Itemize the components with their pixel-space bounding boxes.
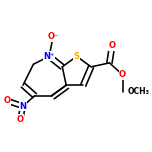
Text: O: O [17, 115, 24, 124]
Text: O⁻: O⁻ [47, 32, 59, 41]
Text: OCH₃: OCH₃ [128, 87, 150, 96]
Text: O: O [109, 41, 116, 50]
Text: S: S [74, 52, 80, 61]
Text: O: O [119, 70, 126, 79]
Text: N⁺: N⁺ [43, 52, 55, 61]
Text: N: N [19, 102, 26, 111]
Text: O: O [4, 96, 11, 105]
